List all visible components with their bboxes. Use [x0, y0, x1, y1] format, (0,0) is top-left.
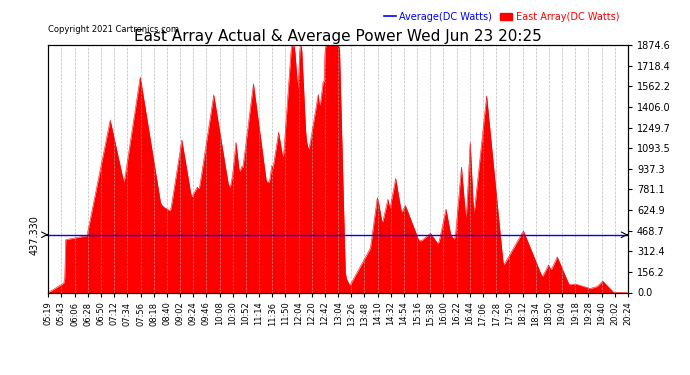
Legend: Average(DC Watts), East Array(DC Watts): Average(DC Watts), East Array(DC Watts)	[380, 8, 623, 26]
Title: East Array Actual & Average Power Wed Jun 23 20:25: East Array Actual & Average Power Wed Ju…	[135, 29, 542, 44]
Text: Copyright 2021 Cartronics.com: Copyright 2021 Cartronics.com	[48, 25, 179, 34]
